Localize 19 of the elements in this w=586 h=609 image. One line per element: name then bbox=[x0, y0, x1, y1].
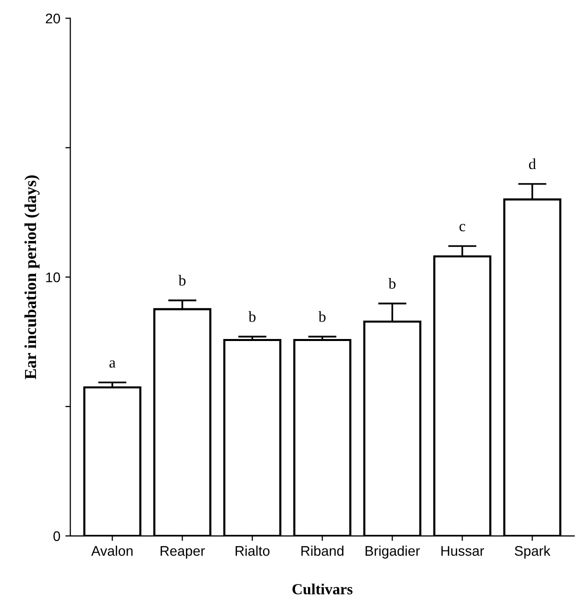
x-tick-label: Rialto bbox=[236, 546, 270, 556]
x-tick-label: Avalon bbox=[91, 546, 133, 556]
x-tick-label: Brigadier bbox=[366, 546, 420, 559]
y-tick-label: 0 bbox=[53, 531, 60, 542]
annotation: b bbox=[388, 278, 396, 289]
y-axis-title: Ear incubation period (days) bbox=[24, 175, 40, 380]
annotation: b bbox=[318, 311, 326, 322]
y-tick-label: 20 bbox=[46, 14, 60, 24]
annotation: b bbox=[248, 311, 256, 322]
x-tick-label: Reaper bbox=[160, 546, 205, 559]
x-axis-title: Cultivars bbox=[292, 584, 352, 594]
y-tick-label: 10 bbox=[46, 272, 60, 282]
annotation: d bbox=[529, 158, 536, 170]
annotation: c bbox=[459, 224, 466, 232]
x-tick-label: Riband bbox=[301, 546, 344, 556]
x-tick-label: Spark bbox=[514, 546, 550, 559]
annotation: b bbox=[178, 274, 186, 286]
x-tick-label: Hussar bbox=[441, 546, 484, 556]
annotation: a bbox=[109, 360, 116, 368]
